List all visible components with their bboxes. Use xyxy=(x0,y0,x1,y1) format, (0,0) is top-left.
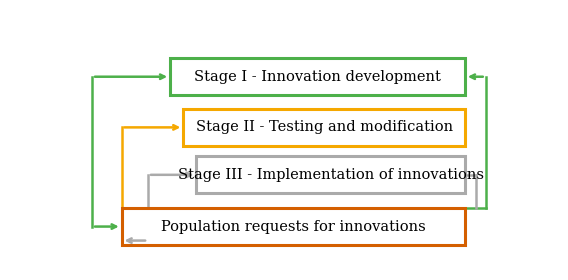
Text: Stage I - Innovation development: Stage I - Innovation development xyxy=(194,70,441,84)
Text: Population requests for innovations: Population requests for innovations xyxy=(161,220,425,234)
FancyBboxPatch shape xyxy=(183,109,465,146)
FancyBboxPatch shape xyxy=(122,208,465,245)
FancyBboxPatch shape xyxy=(170,59,465,95)
Text: Stage II - Testing and modification: Stage II - Testing and modification xyxy=(195,120,453,134)
FancyBboxPatch shape xyxy=(197,157,465,193)
Text: Stage III - Implementation of innovations: Stage III - Implementation of innovation… xyxy=(178,168,484,182)
